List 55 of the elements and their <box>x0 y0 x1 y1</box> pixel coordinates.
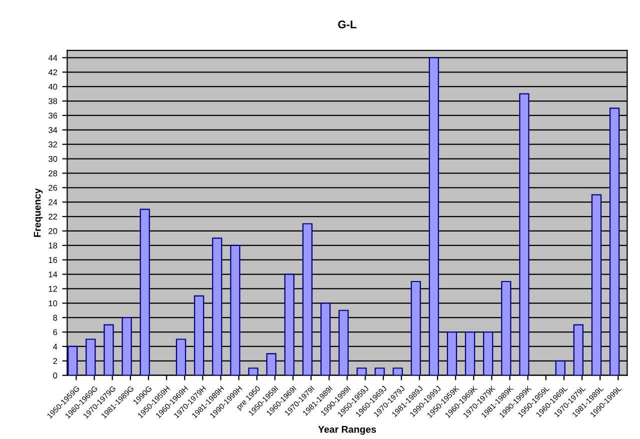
bar <box>68 346 78 376</box>
x-axis-title: Year Ranges <box>318 426 376 435</box>
y-tick-label: 2 <box>53 358 58 364</box>
y-tick-label: 0 <box>53 372 58 378</box>
bar <box>338 310 349 376</box>
y-tick-label: 8 <box>53 314 58 321</box>
bar <box>392 368 403 376</box>
y-tick-label: 44 <box>48 54 58 61</box>
y-tick-label: 24 <box>48 199 58 206</box>
bar <box>555 360 566 376</box>
bar <box>284 274 294 376</box>
bar <box>609 108 620 376</box>
bar <box>356 368 367 376</box>
y-tick-label: 18 <box>48 242 58 249</box>
bar <box>519 93 530 376</box>
y-tick-label: 12 <box>48 286 58 292</box>
bar <box>176 338 186 376</box>
bar <box>501 280 512 376</box>
bar <box>140 208 150 376</box>
bar <box>266 353 276 376</box>
chart-title: G-L <box>338 20 356 28</box>
bar <box>374 368 385 376</box>
bar <box>464 331 476 376</box>
y-tick-label: 34 <box>48 127 58 133</box>
bar <box>104 324 114 376</box>
bar <box>320 302 331 376</box>
y-tick-label: 14 <box>48 272 58 278</box>
y-tick-label: 32 <box>48 142 58 148</box>
y-tick-label: 40 <box>48 84 58 90</box>
bar <box>248 368 258 376</box>
y-tick-label: 4 <box>53 344 58 350</box>
bar <box>302 223 313 376</box>
y-tick-label: 36 <box>48 112 58 119</box>
y-tick-label: 26 <box>48 184 58 191</box>
bar <box>410 280 421 376</box>
y-tick-label: 22 <box>48 214 58 220</box>
y-tick-label: 28 <box>48 170 58 176</box>
bar <box>428 57 439 376</box>
bar <box>212 238 222 376</box>
bar <box>483 331 494 376</box>
bar <box>194 295 204 376</box>
bar <box>573 324 584 376</box>
bar <box>122 317 132 376</box>
bar <box>446 331 458 376</box>
bar <box>230 244 240 376</box>
y-tick-label: 10 <box>48 300 58 306</box>
y-tick-label: 38 <box>48 98 58 104</box>
y-tick-label: 20 <box>48 228 58 234</box>
bar <box>591 194 602 376</box>
y-tick-label: 6 <box>53 329 58 336</box>
y-axis-title: Frequency <box>34 188 43 237</box>
y-tick-label: 42 <box>48 69 58 76</box>
y-tick-label: 16 <box>48 257 58 263</box>
bar <box>86 338 96 376</box>
y-tick-label: 30 <box>48 156 58 162</box>
